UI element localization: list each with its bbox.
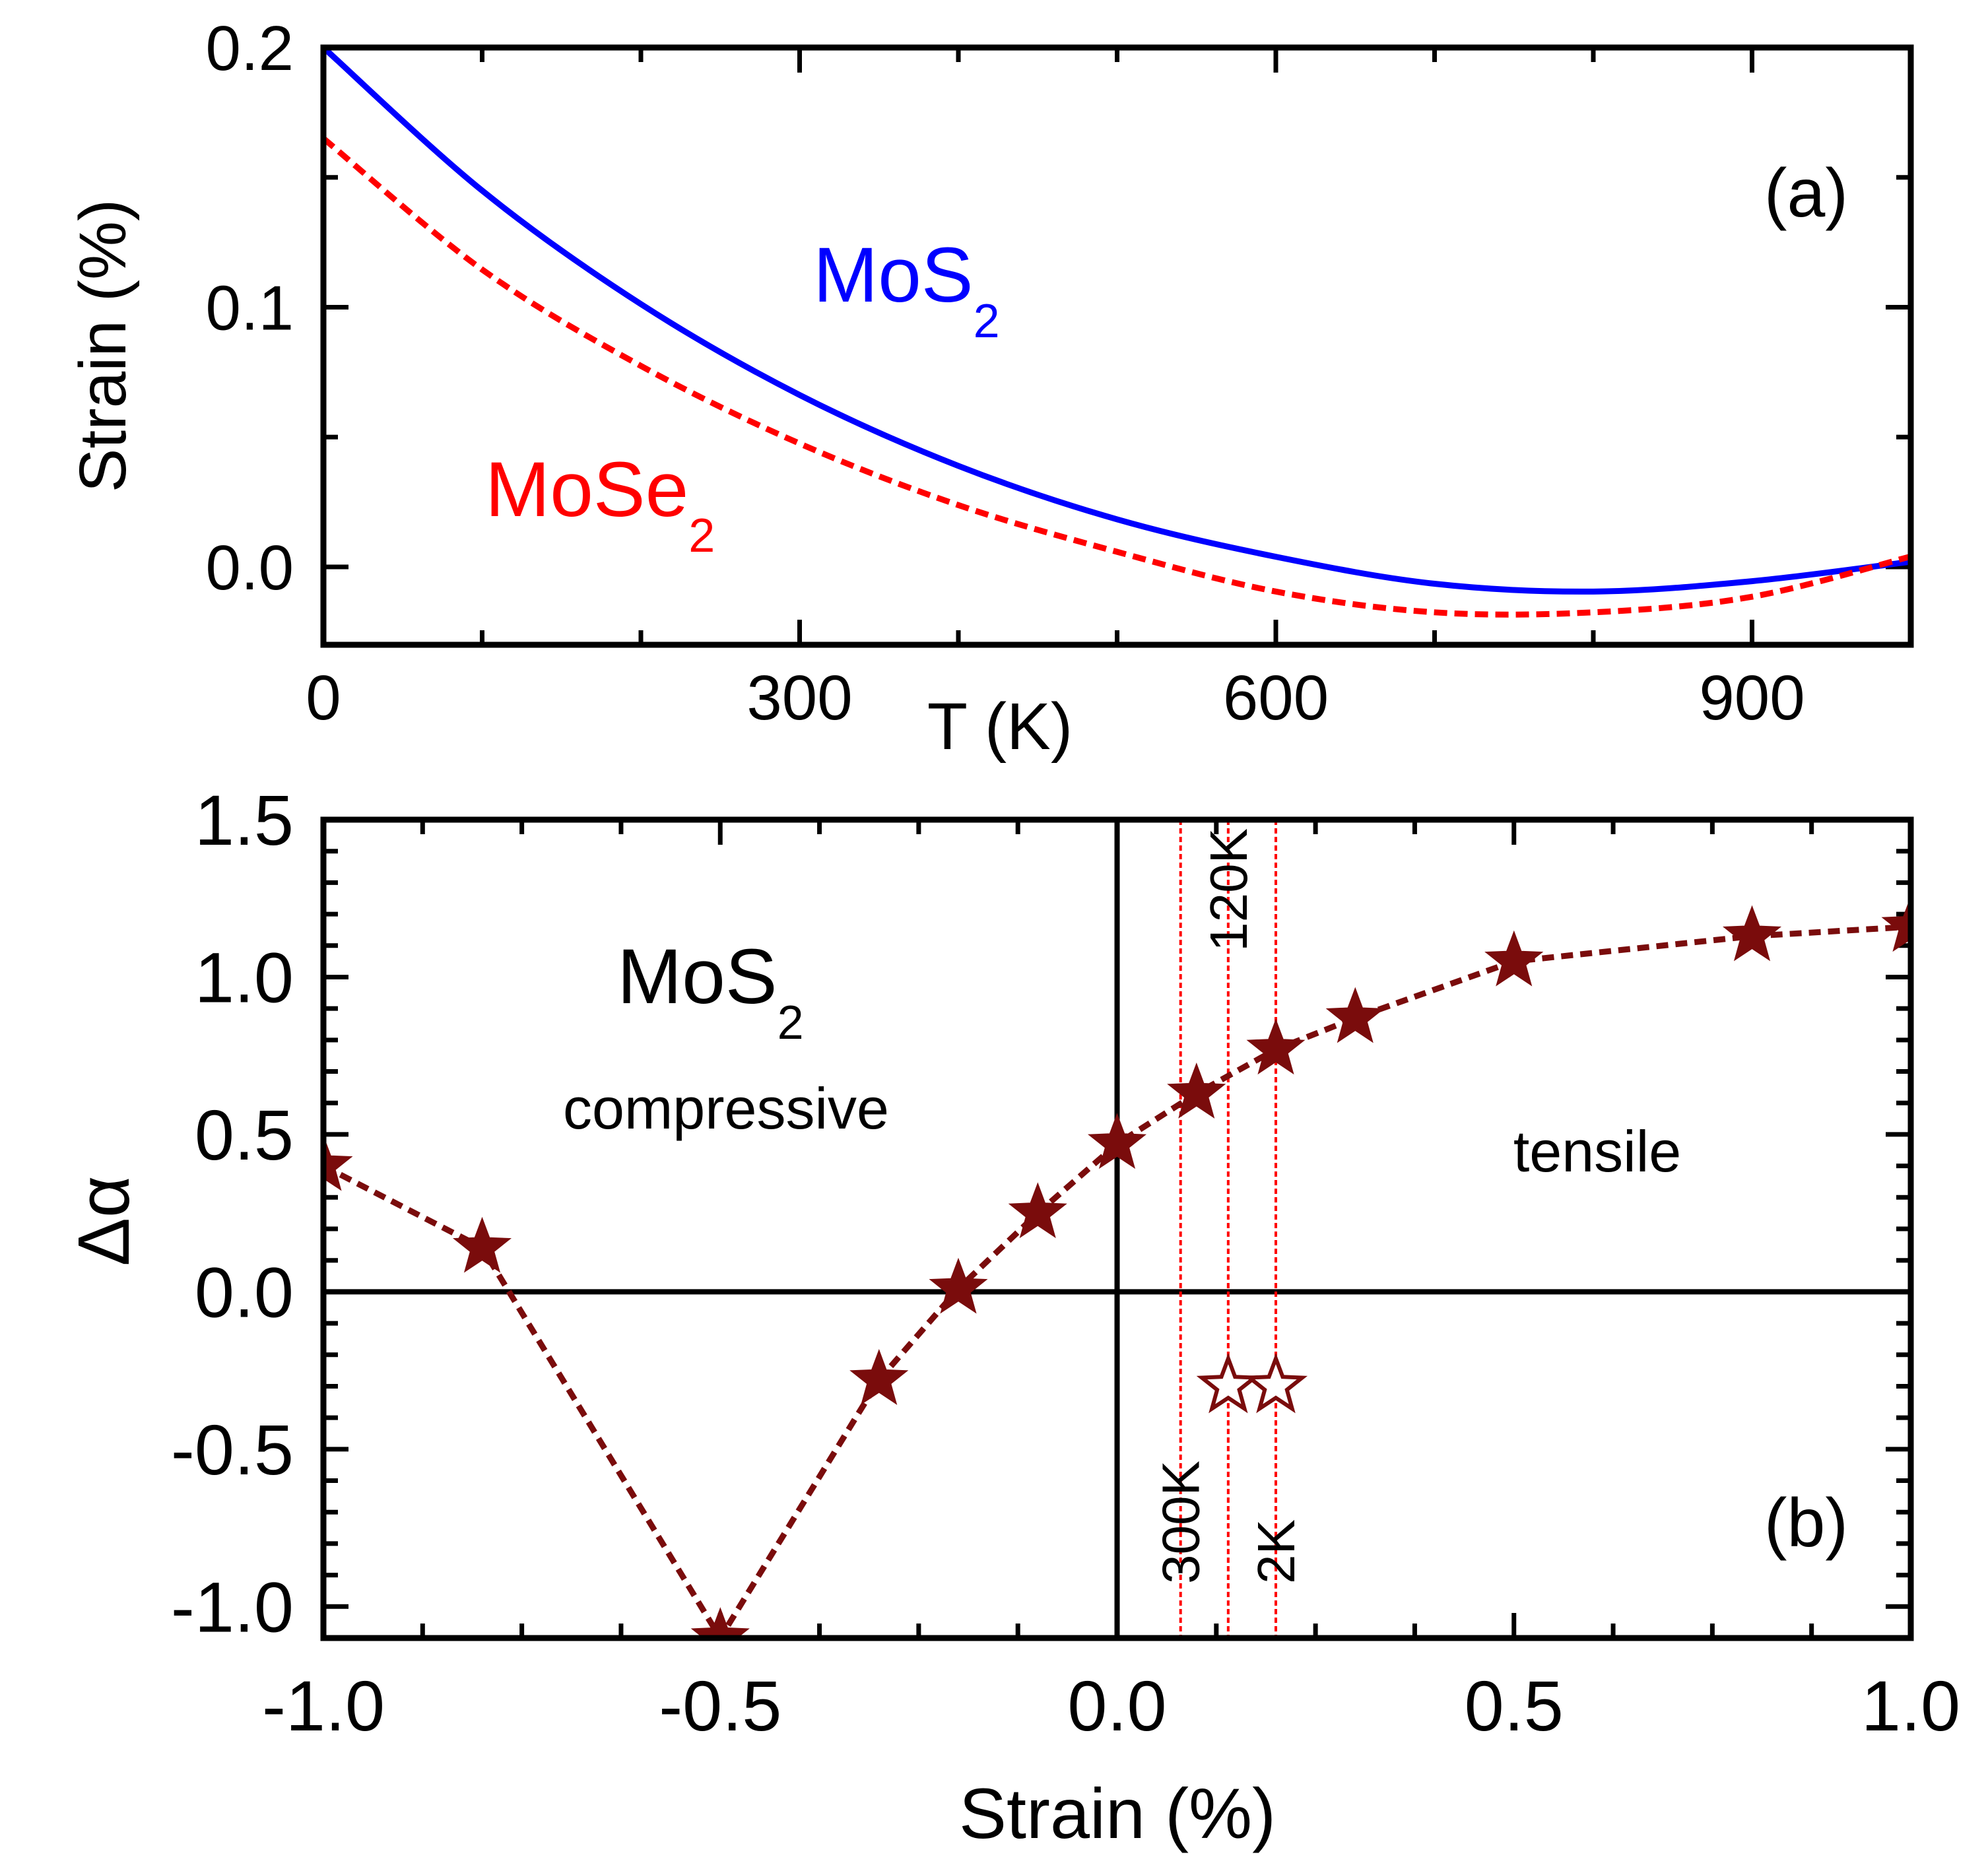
panel-a-ylabel: Strain (%) — [66, 199, 140, 493]
x-tick-label: -1.0 — [262, 1666, 385, 1746]
x-tick-label: 0 — [306, 663, 341, 733]
temperature-label: 120K — [1199, 828, 1258, 952]
panel-b-label: (b) — [1764, 1485, 1848, 1561]
material-label: MoS2 — [617, 933, 804, 1049]
open-star-markers — [1196, 1352, 1308, 1414]
panel-b-frame — [320, 816, 1914, 1641]
panel-a-label: (a) — [1764, 155, 1848, 232]
region-label-compressive: compressive — [563, 1076, 889, 1141]
y-tick-label: 0.0 — [195, 1252, 294, 1332]
filled-star — [1881, 896, 1911, 952]
y-tick-label: -0.5 — [171, 1410, 294, 1490]
series-line-mose2 — [323, 136, 1911, 618]
filled-star — [1325, 987, 1385, 1043]
panel-a-frame — [320, 44, 1914, 648]
panel-a-tick-labels: 0 300 600 900 0.0 0.1 0.2 — [206, 13, 1805, 733]
filled-star-markers — [323, 896, 1911, 1638]
region-label-tensile: tensile — [1513, 1119, 1681, 1184]
x-tick-label: 300 — [746, 663, 852, 733]
filled-star — [1246, 1018, 1306, 1075]
filled-star — [1008, 1182, 1067, 1239]
x-tick-label: 1.0 — [1861, 1666, 1960, 1746]
y-tick-label: 0.0 — [206, 533, 294, 603]
x-tick-label: 900 — [1699, 663, 1805, 733]
filled-star — [690, 1607, 750, 1638]
x-tick-label: 0.5 — [1465, 1666, 1564, 1746]
panel-b: -1.0 -0.5 0.0 0.5 1.0 -1.0 -0.5 0.0 0.5 1.0 1.5 30… — [63, 780, 1960, 1853]
filled-star — [1167, 1063, 1226, 1119]
panel-a-xlabel: T (K) — [927, 690, 1073, 764]
open-star — [1196, 1352, 1260, 1414]
filled-star — [929, 1257, 988, 1314]
y-tick-label: 0.1 — [206, 273, 294, 343]
filled-star — [323, 1134, 353, 1191]
filled-star — [452, 1216, 512, 1273]
filled-star — [1722, 905, 1782, 962]
panel-b-tick-labels: -1.0 -0.5 0.0 0.5 1.0 -1.0 -0.5 0.0 0.5 1.0 1.5 — [171, 780, 1960, 1746]
panel-b-ylabel: Δα — [63, 1175, 145, 1266]
legend-label-mos2: MoS2 — [813, 232, 1000, 348]
panel-b-xlabel: Strain (%) — [959, 1773, 1276, 1853]
temperature-lines: 300K 120K 2K — [1152, 820, 1306, 1638]
y-tick-label: 0.2 — [206, 13, 294, 84]
x-tick-label: -0.5 — [659, 1666, 781, 1746]
y-tick-label: 1.5 — [195, 780, 294, 860]
series-line-mos2 — [323, 48, 1911, 595]
open-star — [1243, 1352, 1308, 1414]
filled-star — [1087, 1113, 1147, 1169]
filled-star — [849, 1349, 909, 1405]
y-tick-label: 1.0 — [195, 937, 294, 1017]
filled-star — [1484, 930, 1544, 987]
x-tick-label: 600 — [1223, 663, 1329, 733]
y-tick-label: -1.0 — [171, 1567, 294, 1647]
temperature-label: 300K — [1152, 1461, 1210, 1584]
temperature-label: 2K — [1247, 1519, 1306, 1584]
panel-a-ticks — [321, 45, 1913, 645]
panel-a: 0 300 600 900 0.0 0.1 0.2 Strain (%) T (K) (a)… — [66, 13, 1914, 764]
y-tick-label: 0.5 — [195, 1095, 294, 1175]
x-tick-label: 0.0 — [1067, 1666, 1166, 1746]
legend-label-mose2: MoSe2 — [485, 446, 715, 562]
